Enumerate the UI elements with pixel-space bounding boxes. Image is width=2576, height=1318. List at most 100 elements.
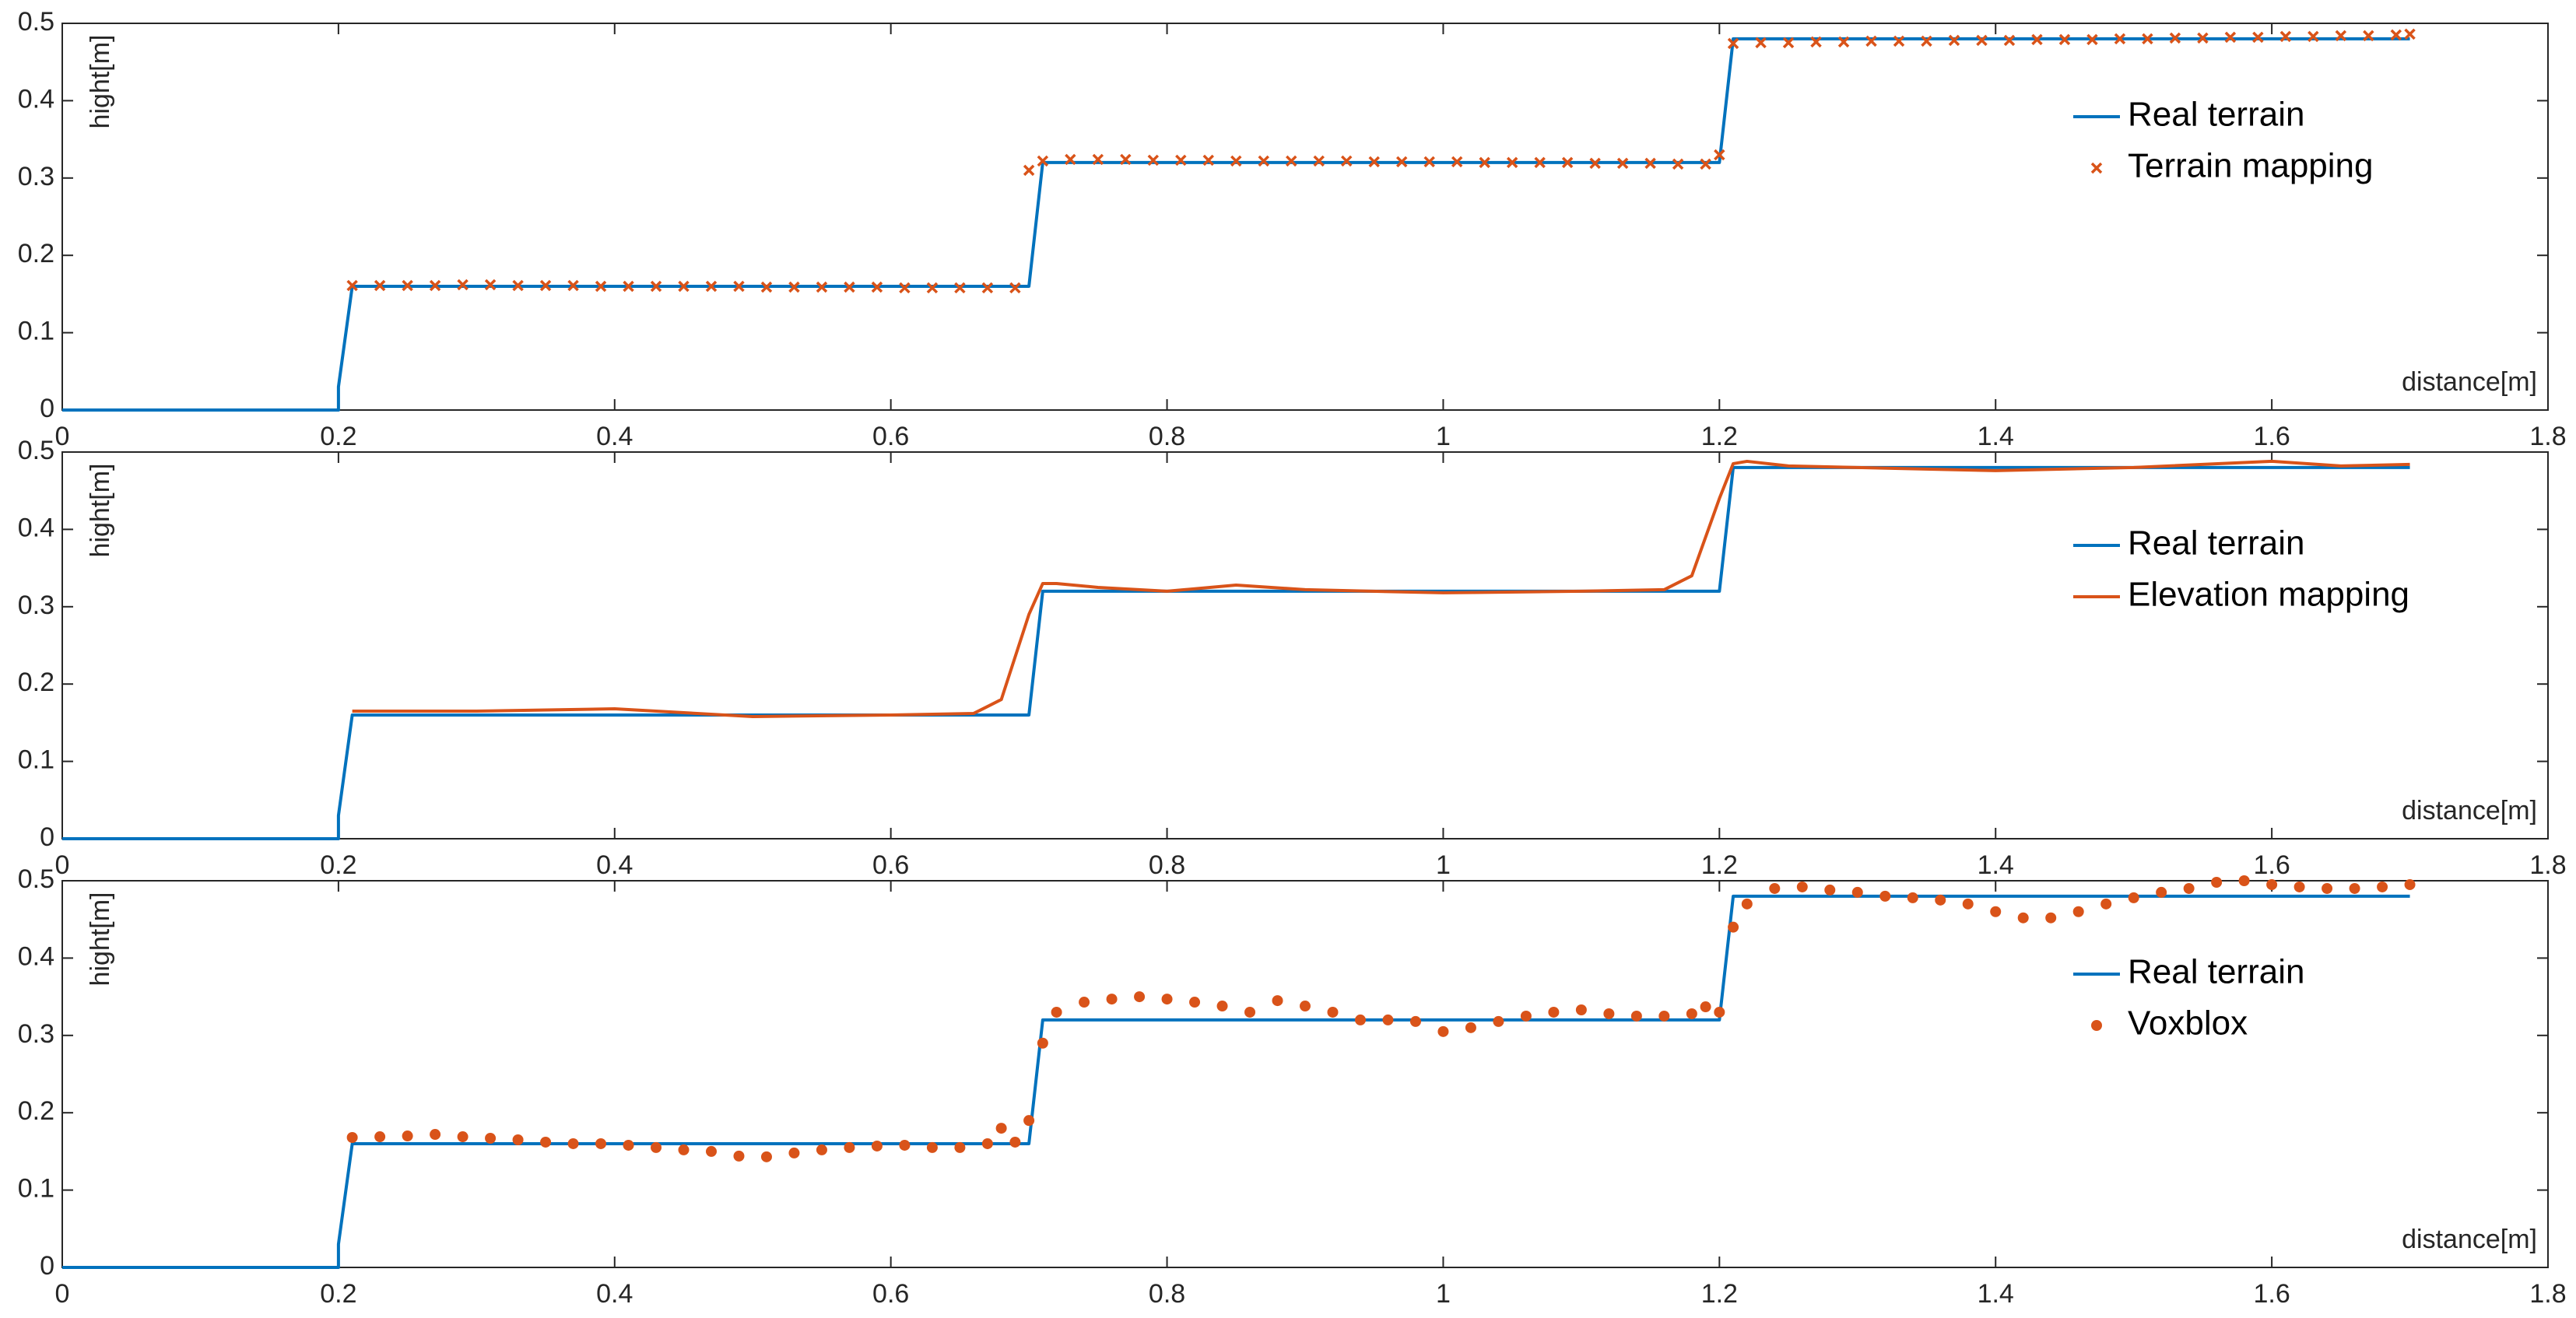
marker — [1437, 1025, 1449, 1037]
legend-label: Real terrain — [2128, 96, 2304, 134]
marker — [705, 280, 718, 293]
x-tick-label: 0.6 — [872, 422, 909, 451]
marker — [1879, 890, 1891, 902]
marker — [1741, 898, 1753, 910]
plot-area — [61, 880, 2549, 1268]
marker — [2349, 882, 2360, 894]
marker — [651, 1141, 662, 1153]
marker — [1092, 153, 1104, 166]
marker — [2279, 30, 2292, 43]
x-tick-label: 1 — [1436, 422, 1451, 451]
marker — [788, 1147, 800, 1159]
marker — [1561, 156, 1574, 169]
marker — [567, 1137, 579, 1149]
x-tick-label: 0.2 — [320, 1279, 356, 1309]
marker — [374, 279, 386, 292]
marker — [1023, 1115, 1035, 1127]
legend-label: Terrain mapping — [2128, 147, 2374, 185]
marker — [1589, 157, 1601, 170]
marker — [1409, 1015, 1421, 1027]
marker — [981, 1137, 993, 1149]
marker — [512, 279, 524, 292]
legend-label: Elevation mapping — [2128, 576, 2409, 614]
marker — [2128, 892, 2139, 903]
marker — [871, 281, 883, 293]
marker — [1120, 153, 1132, 166]
marker — [1603, 1008, 1615, 1019]
y-tick-label: 0.2 — [18, 239, 54, 268]
y-tick-label: 0.2 — [18, 668, 54, 697]
y-tick-label: 0.1 — [18, 745, 54, 775]
marker — [1782, 37, 1795, 49]
marker — [457, 279, 469, 291]
series-line — [62, 37, 2410, 412]
marker — [954, 282, 966, 294]
marker — [1340, 155, 1353, 167]
y-tick-label: 0.5 — [18, 864, 54, 894]
marker — [595, 280, 607, 293]
marker — [816, 281, 828, 293]
x-tick-label: 0 — [55, 1279, 70, 1309]
marker — [1714, 149, 1725, 161]
marker — [2404, 28, 2416, 40]
x-tick-label: 1 — [1436, 1279, 1451, 1309]
legend-swatch — [2090, 162, 2103, 174]
y-tick-label: 0.2 — [18, 1096, 54, 1126]
marker — [1907, 892, 1918, 903]
y-tick-label: 0.3 — [18, 162, 54, 191]
marker — [346, 279, 358, 292]
marker — [1230, 155, 1242, 167]
marker — [2238, 875, 2250, 886]
y-axis-label: hight[m] — [86, 464, 115, 558]
x-tick-label: 1.2 — [1701, 422, 1738, 451]
y-tick-label: 0.1 — [18, 1174, 54, 1204]
marker — [595, 1137, 607, 1149]
y-axis-label: hight[m] — [86, 892, 115, 987]
marker — [2322, 882, 2333, 894]
x-tick-label: 0.2 — [320, 850, 356, 880]
marker — [1548, 1006, 1560, 1018]
marker — [844, 1141, 855, 1153]
marker — [816, 1144, 827, 1155]
marker — [1272, 995, 1283, 1007]
marker — [1700, 158, 1711, 170]
marker — [2404, 878, 2416, 890]
marker — [2197, 32, 2209, 44]
marker — [1755, 37, 1767, 49]
marker — [678, 1144, 690, 1155]
marker — [733, 280, 745, 293]
marker — [1851, 886, 1863, 898]
x-tick-label: 1.6 — [2253, 1279, 2290, 1309]
x-tick-label: 1.4 — [1978, 1279, 2014, 1309]
y-tick-label: 0.4 — [18, 513, 54, 542]
marker — [1465, 1022, 1476, 1033]
marker — [1037, 155, 1049, 167]
y-tick-label: 0.4 — [18, 84, 54, 114]
y-tick-label: 0 — [40, 394, 54, 423]
marker — [1700, 1001, 1711, 1013]
marker — [374, 1131, 386, 1143]
marker — [1065, 153, 1076, 166]
y-tick-label: 0.5 — [18, 7, 54, 37]
marker — [2100, 898, 2112, 910]
marker — [844, 281, 855, 293]
x-axis-label: distance[m] — [2402, 1225, 2537, 1254]
marker — [1630, 1010, 1642, 1022]
marker — [2003, 34, 2016, 47]
marker — [623, 1139, 634, 1151]
marker — [1990, 906, 2002, 917]
marker — [484, 279, 497, 291]
x-tick-label: 0.4 — [596, 422, 633, 451]
marker — [1175, 154, 1187, 167]
marker — [926, 1141, 938, 1153]
marker — [1216, 1001, 1228, 1012]
marker — [1824, 884, 1836, 896]
marker — [926, 282, 939, 294]
marker — [1644, 157, 1656, 170]
marker — [678, 280, 690, 293]
marker — [2072, 906, 2084, 917]
marker — [2031, 33, 2043, 46]
marker — [429, 279, 441, 292]
y-tick-label: 0 — [40, 822, 54, 852]
marker — [2086, 33, 2098, 46]
